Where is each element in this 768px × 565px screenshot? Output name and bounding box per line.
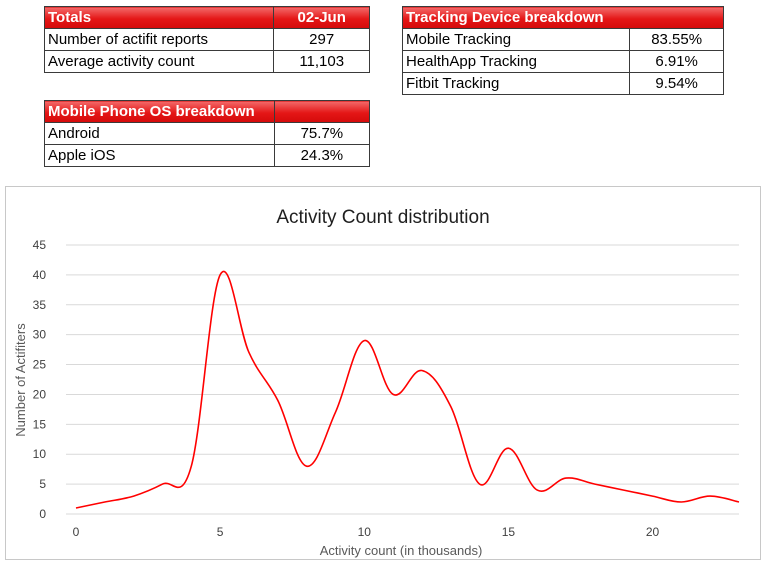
x-tick-labels: 0 5 10 15 20 <box>73 525 660 539</box>
table-row: HealthApp Tracking 6.91% <box>401 50 724 73</box>
x-tick-label: 20 <box>646 525 660 539</box>
data-point <box>161 483 164 486</box>
series-layer <box>75 270 740 509</box>
x-tick-label: 15 <box>502 525 516 539</box>
y-tick-label: 45 <box>33 238 47 252</box>
table-row: Apple iOS 24.3% <box>44 144 371 167</box>
activity-chart: 0 5 10 15 20 25 30 35 40 45 0 5 10 15 20 Activity Cou… <box>5 186 761 560</box>
series-line <box>75 270 740 509</box>
data-point <box>190 465 193 468</box>
os-breakdown-header: Mobile Phone OS breakdown <box>44 100 275 123</box>
table-row: Android 75.7% <box>44 122 371 145</box>
device-row-value: 6.91% <box>629 50 724 73</box>
data-point <box>738 501 741 504</box>
totals-row-label: Number of actifit reports <box>43 28 275 51</box>
device-breakdown-table: Tracking Device breakdown Mobile Trackin… <box>401 6 724 95</box>
chart-canvas: 0 5 10 15 20 25 30 35 40 45 0 5 10 15 20 Activity Cou… <box>13 207 741 558</box>
data-point <box>536 489 539 492</box>
y-axis-label: Number of Actifiters <box>13 323 28 437</box>
y-tick-label: 5 <box>39 477 46 491</box>
data-point <box>75 507 78 510</box>
totals-row-label: Average activity count <box>43 50 275 73</box>
device-row-label: Mobile Tracking <box>401 28 631 51</box>
chart-title: Activity Count distribution <box>276 207 489 228</box>
y-tick-label: 40 <box>33 268 47 282</box>
data-point <box>276 399 279 402</box>
data-point <box>305 465 308 468</box>
data-point <box>219 273 222 276</box>
y-tick-label: 10 <box>33 447 47 461</box>
data-point <box>392 393 395 396</box>
y-tick-label: 20 <box>33 387 47 401</box>
data-point <box>363 339 366 342</box>
data-points <box>75 273 741 509</box>
os-row-label: Android <box>44 122 275 145</box>
data-point <box>622 489 625 492</box>
data-point <box>507 447 510 450</box>
os-row-label: Apple iOS <box>44 144 275 167</box>
device-row-value: 83.55% <box>629 28 724 51</box>
y-tick-label: 0 <box>39 507 46 521</box>
device-breakdown-header: Tracking Device breakdown <box>402 6 724 29</box>
data-point <box>651 495 654 498</box>
x-tick-label: 5 <box>217 525 224 539</box>
totals-header: Totals <box>43 6 275 29</box>
data-point <box>132 495 135 498</box>
totals-row-value: 11,103 <box>273 50 370 73</box>
data-point <box>247 351 250 354</box>
data-point <box>449 405 452 408</box>
os-breakdown-table: Mobile Phone OS breakdown Android 75.7% … <box>44 100 371 167</box>
grid-lines <box>66 244 739 515</box>
y-tick-labels: 0 5 10 15 20 25 30 35 40 45 <box>33 238 47 521</box>
data-point <box>680 501 683 504</box>
y-tick-label: 35 <box>33 298 47 312</box>
totals-table: Totals 02-Jun Number of actifit reports … <box>43 6 370 73</box>
data-point <box>478 483 481 486</box>
data-point <box>334 411 337 414</box>
data-point <box>709 495 712 498</box>
data-point <box>103 501 106 504</box>
totals-row-value: 297 <box>273 28 370 51</box>
totals-date: 02-Jun <box>273 6 370 29</box>
x-tick-label: 0 <box>73 525 80 539</box>
y-tick-label: 15 <box>33 417 47 431</box>
device-header-row: Tracking Device breakdown <box>402 6 724 29</box>
data-point <box>565 477 568 480</box>
os-row-value: 24.3% <box>273 144 371 167</box>
device-row-label: HealthApp Tracking <box>401 50 631 73</box>
os-row-value: 75.7% <box>273 122 371 145</box>
data-point <box>593 483 596 486</box>
totals-header-row: Totals 02-Jun <box>43 6 370 29</box>
os-header-row: Mobile Phone OS breakdown <box>44 100 371 123</box>
table-row: Mobile Tracking 83.55% <box>401 28 724 51</box>
table-row: Fitbit Tracking 9.54% <box>401 72 724 95</box>
device-row-label: Fitbit Tracking <box>401 72 631 95</box>
device-row-value: 9.54% <box>629 72 724 95</box>
table-row: Average activity count 11,103 <box>43 50 370 73</box>
x-axis-label: Activity count (in thousands) <box>320 543 483 558</box>
x-tick-label: 10 <box>358 525 372 539</box>
y-tick-label: 25 <box>33 358 47 372</box>
data-point <box>420 369 423 372</box>
y-tick-label: 30 <box>33 328 47 342</box>
table-row: Number of actifit reports 297 <box>43 28 370 51</box>
